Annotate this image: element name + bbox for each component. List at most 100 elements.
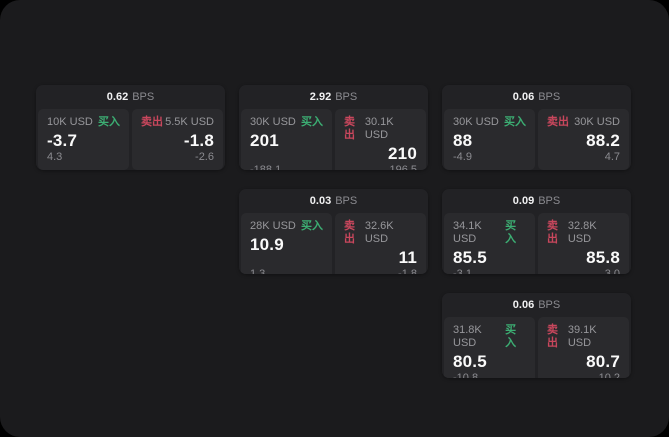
quote-card[interactable]: 0.06 BPS 30K USD 买入 88 -4.9 卖出 30K USD 8… [442, 85, 631, 170]
quote-card-body: 30K USD 买入 88 -4.9 卖出 30K USD 88.2 4.7 [442, 109, 631, 170]
quote-card-body: 34.1K USD 买入 85.5 -3.1 卖出 32.8K USD 85.8… [442, 213, 631, 274]
buy-panel-header: 31.8K USD 买入 [453, 324, 526, 350]
bps-header: 2.92 BPS [239, 85, 428, 109]
buy-price: 80.5 [453, 352, 487, 371]
sell-tag: 卖出 [547, 220, 558, 245]
buy-panel-header: 34.1K USD 买入 [453, 220, 526, 246]
buy-tag: 买入 [301, 220, 323, 232]
quote-card-body: 10K USD 买入 -3.7 4.3 卖出 5.5K USD -1.8 -2.… [36, 109, 225, 170]
sell-delta: 4.7 [604, 151, 620, 163]
buy-price: 88 [453, 131, 473, 150]
sell-delta: 10.2 [598, 372, 620, 378]
bps-value: 2.92 [309, 91, 332, 103]
sell-panel[interactable]: 卖出 30.1K USD 210 196.5 [335, 109, 426, 170]
sell-panel-header: 卖出 30K USD [547, 116, 620, 129]
sell-tag: 卖出 [547, 116, 569, 128]
buy-size-label: 10K USD [47, 116, 93, 128]
sell-panel-header: 卖出 32.8K USD [547, 220, 620, 246]
bps-unit-label: BPS [538, 91, 561, 103]
bps-header: 0.62 BPS [36, 85, 225, 109]
sell-price: 210 [388, 144, 417, 163]
sell-size-label: 5.5K USD [165, 116, 214, 128]
bps-header: 0.06 BPS [442, 85, 631, 109]
sell-delta: 196.5 [389, 164, 417, 170]
sell-price: 80.7 [586, 352, 620, 371]
bps-header: 0.03 BPS [239, 189, 428, 213]
sell-delta: -1.8 [398, 268, 417, 274]
buy-tag: 买入 [301, 116, 323, 128]
sell-panel[interactable]: 卖出 5.5K USD -1.8 -2.6 [132, 109, 223, 170]
buy-tag: 买入 [98, 116, 120, 128]
quote-card-body: 31.8K USD 买入 80.5 -10.8 卖出 39.1K USD 80.… [442, 317, 631, 378]
quote-card[interactable]: 0.62 BPS 10K USD 买入 -3.7 4.3 卖出 5.5K USD… [36, 85, 225, 170]
buy-size-label: 30K USD [453, 116, 499, 128]
buy-panel[interactable]: 31.8K USD 买入 80.5 -10.8 [444, 317, 535, 378]
sell-size-label: 32.6K USD [364, 220, 394, 245]
buy-panel[interactable]: 28K USD 买入 10.9 1.3 [241, 213, 332, 274]
sell-price: 11 [398, 248, 417, 267]
buy-size-label: 28K USD [250, 220, 296, 232]
buy-delta: -3.1 [453, 268, 472, 274]
buy-panel-header: 30K USD 买入 [250, 116, 323, 129]
bps-unit-label: BPS [335, 195, 358, 207]
bps-value: 0.62 [106, 91, 129, 103]
buy-tag: 买入 [504, 116, 526, 128]
bps-value: 0.06 [512, 299, 535, 311]
bps-unit-label: BPS [538, 299, 561, 311]
bps-unit-label: BPS [538, 195, 561, 207]
sell-size-label: 39.1K USD [567, 324, 597, 349]
buy-panel[interactable]: 10K USD 买入 -3.7 4.3 [38, 109, 129, 170]
sell-panel-header: 卖出 32.6K USD [344, 220, 417, 246]
bps-header: 0.09 BPS [442, 189, 631, 213]
quote-card[interactable]: 2.92 BPS 30K USD 买入 201 -188.1 卖出 30.1K … [239, 85, 428, 170]
quote-card-body: 30K USD 买入 201 -188.1 卖出 30.1K USD 210 1… [239, 109, 428, 170]
buy-delta: -188.1 [250, 164, 282, 170]
sell-price: 85.8 [586, 248, 620, 267]
buy-panel-header: 28K USD 买入 [250, 220, 323, 233]
bps-value: 0.09 [512, 195, 535, 207]
buy-delta: -4.9 [453, 151, 472, 163]
buy-delta: -10.8 [453, 372, 479, 378]
buy-panel-header: 10K USD 买入 [47, 116, 120, 129]
sell-panel[interactable]: 卖出 39.1K USD 80.7 10.2 [538, 317, 629, 378]
buy-price: 201 [250, 131, 279, 150]
sell-tag: 卖出 [547, 324, 558, 349]
buy-price: 10.9 [250, 235, 284, 254]
sell-panel[interactable]: 卖出 32.8K USD 85.8 3.0 [538, 213, 629, 274]
quote-cards-grid: 0.62 BPS 10K USD 买入 -3.7 4.3 卖出 5.5K USD… [36, 85, 631, 378]
buy-delta: 1.3 [250, 268, 266, 274]
buy-panel[interactable]: 34.1K USD 买入 85.5 -3.1 [444, 213, 535, 274]
sell-panel[interactable]: 卖出 32.6K USD 11 -1.8 [335, 213, 426, 274]
bps-unit-label: BPS [132, 91, 155, 103]
sell-panel-header: 卖出 39.1K USD [547, 324, 620, 350]
quote-card[interactable]: 0.09 BPS 34.1K USD 买入 85.5 -3.1 卖出 32.8K… [442, 189, 631, 274]
buy-price: -3.7 [47, 131, 78, 150]
sell-panel-header: 卖出 5.5K USD [141, 116, 214, 129]
sell-tag: 卖出 [141, 116, 163, 128]
sell-size-label: 32.8K USD [567, 220, 597, 245]
bps-unit-label: BPS [335, 91, 358, 103]
sell-size-label: 30.1K USD [364, 116, 394, 141]
sell-panel-header: 卖出 30.1K USD [344, 116, 417, 142]
sell-tag: 卖出 [344, 220, 355, 245]
sell-panel[interactable]: 卖出 30K USD 88.2 4.7 [538, 109, 629, 170]
buy-delta: 4.3 [47, 151, 63, 163]
buy-price: 85.5 [453, 248, 487, 267]
sell-price: 88.2 [586, 131, 620, 150]
quote-card[interactable]: 0.06 BPS 31.8K USD 买入 80.5 -10.8 卖出 39.1… [442, 293, 631, 378]
sell-size-label: 30K USD [574, 116, 620, 128]
buy-size-label: 34.1K USD [453, 220, 482, 245]
sell-delta: -2.6 [195, 151, 214, 163]
quote-card-body: 28K USD 买入 10.9 1.3 卖出 32.6K USD 11 -1.8 [239, 213, 428, 274]
buy-panel[interactable]: 30K USD 买入 201 -188.1 [241, 109, 332, 170]
sell-delta: 3.0 [604, 268, 620, 274]
buy-panel[interactable]: 30K USD 买入 88 -4.9 [444, 109, 535, 170]
buy-tag: 买入 [505, 220, 517, 245]
quote-card[interactable]: 0.03 BPS 28K USD 买入 10.9 1.3 卖出 32.6K US… [239, 189, 428, 274]
bps-value: 0.06 [512, 91, 535, 103]
buy-panel-header: 30K USD 买入 [453, 116, 526, 129]
buy-tag: 买入 [505, 324, 517, 349]
sell-price: -1.8 [183, 131, 214, 150]
bps-value: 0.03 [309, 195, 332, 207]
